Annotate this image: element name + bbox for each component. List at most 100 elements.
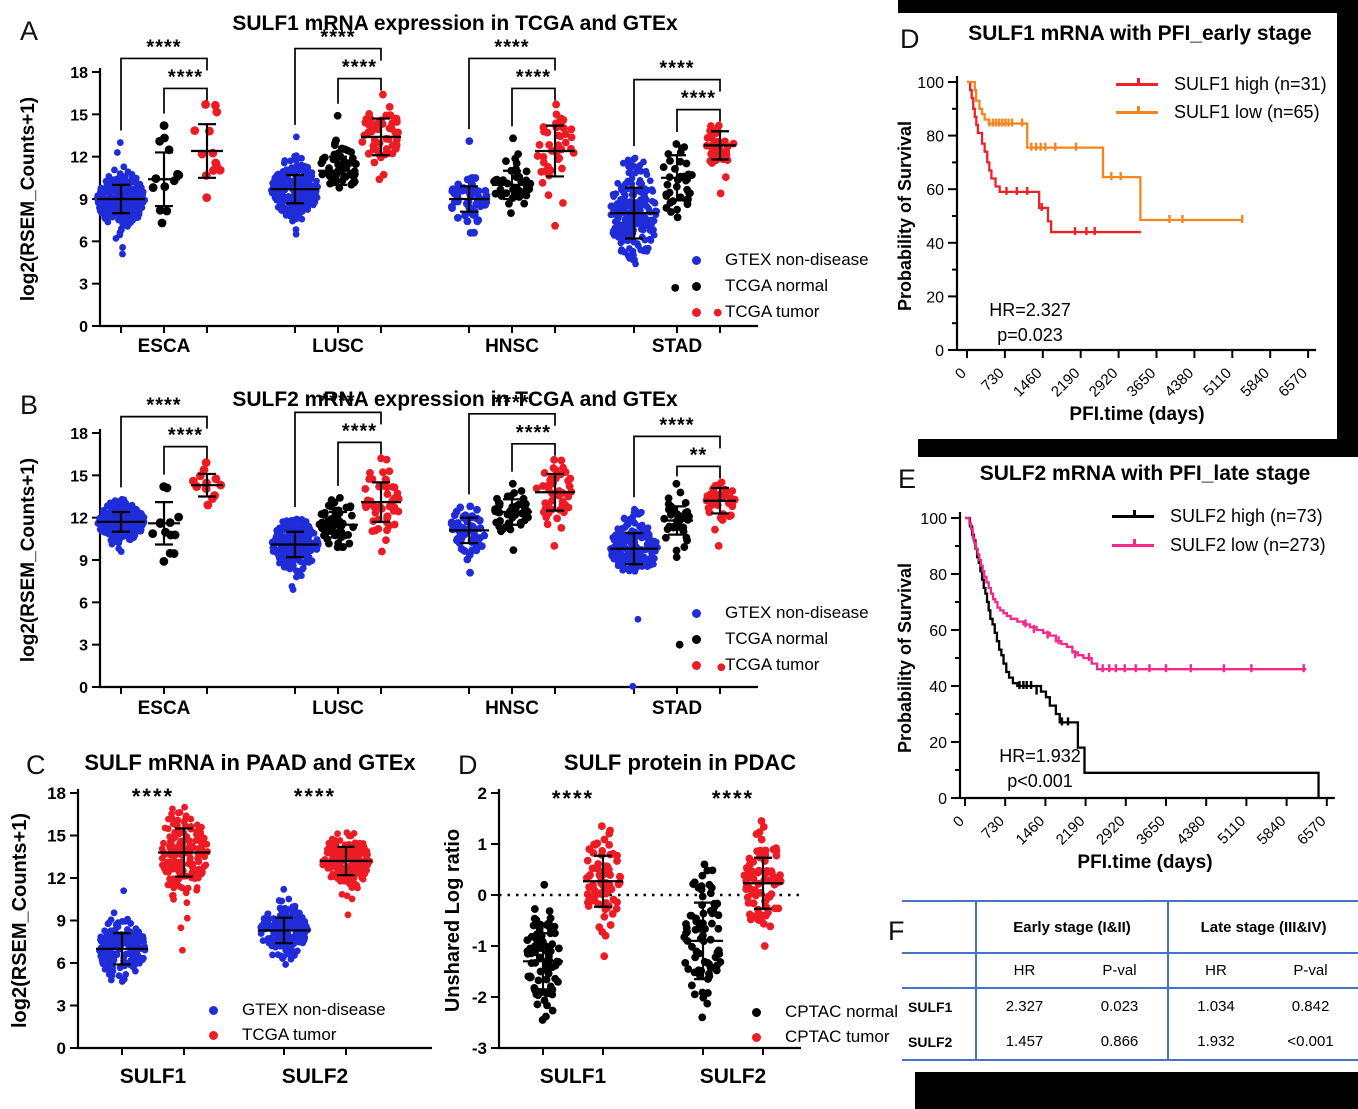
- censor-tick-icon: [1137, 78, 1140, 86]
- error-bars: [320, 845, 372, 877]
- legend-item-label: CPTAC tumor: [785, 1027, 890, 1046]
- table-col-group-header: Early stage (I&II): [974, 901, 1169, 954]
- legend-item: SULF1 high (n=31): [1116, 74, 1327, 95]
- table-cell: 0.842: [1291, 998, 1330, 1015]
- error-bars: [535, 124, 575, 178]
- legend-item: CPTAC normal: [748, 1002, 898, 1022]
- points-HNSC-0: [447, 137, 491, 237]
- legend-dot-icon: [752, 1007, 761, 1017]
- legend-dot-icon: [752, 1032, 761, 1042]
- error-bars: [96, 932, 148, 966]
- panel-d-km-title: SULF1 mRNA with PFI_early stage: [968, 22, 1312, 45]
- panel-e-stats: HR=1.932 p<0.001: [960, 744, 1120, 794]
- legend-item-label: TCGA tumor: [725, 655, 820, 674]
- category-label: ESCA: [138, 698, 191, 719]
- legend-dot-icon: [209, 1030, 218, 1040]
- y-axis-label: log2(RSEM_Counts+1): [18, 458, 39, 662]
- significance-bracket: [294, 411, 382, 508]
- significance-stars: ****: [320, 27, 355, 49]
- svg-text:0: 0: [952, 365, 970, 383]
- error-bars: [148, 501, 180, 546]
- table-sub-header: P-val: [1072, 953, 1169, 989]
- table-row-label: SULF1: [908, 998, 953, 1015]
- legend-item-label: SULF1 low (n=65): [1174, 102, 1320, 122]
- svg-text:12: 12: [47, 869, 66, 888]
- svg-text:5840: 5840: [1254, 813, 1290, 849]
- error-bars: [148, 151, 180, 208]
- frame-bar-top: [898, 0, 1358, 13]
- legend-dot-icon: [692, 634, 701, 644]
- error-bars: [318, 510, 358, 539]
- legend-item: TCGA normal: [688, 276, 869, 296]
- points-HNSC-0: [447, 502, 489, 577]
- svg-text:2190: 2190: [1048, 365, 1084, 401]
- svg-text:9: 9: [79, 192, 88, 209]
- legend-item: CPTAC tumor: [748, 1027, 898, 1047]
- significance-bracket: [120, 57, 208, 131]
- panel-label-d-km: D: [900, 24, 920, 54]
- svg-text:15: 15: [70, 468, 88, 485]
- legend-item: SULF2 low (n=273): [1112, 535, 1326, 556]
- error-bars: [361, 117, 401, 157]
- table-cell: 1.932: [1167, 1024, 1264, 1061]
- significance-stars: ****: [294, 784, 336, 809]
- legend-item-label: TCGA normal: [725, 629, 828, 648]
- censor-ticks: [1024, 619, 1305, 673]
- svg-text:2920: 2920: [1086, 365, 1122, 401]
- legend-item-label: SULF2 low (n=273): [1170, 535, 1326, 555]
- error-bars: [258, 916, 310, 945]
- legend-dot-icon: [692, 255, 701, 265]
- svg-text:6: 6: [57, 954, 66, 973]
- table-sub-header: HR: [975, 953, 1072, 989]
- frame-bar-right: [1337, 0, 1358, 457]
- y-axis-label: Probability of Survival: [895, 563, 915, 753]
- axes: 0 3 6 9 12 15 18: [70, 65, 758, 336]
- category-label: SULF1: [540, 1065, 607, 1088]
- axes: 0 20 40 60 80 100 0 730 1460 2190 2920 3650 4380 5110…: [920, 511, 1335, 848]
- svg-text:100: 100: [920, 511, 947, 528]
- legend-item-label: GTEX non-disease: [725, 250, 869, 269]
- legend-dot-icon: [692, 608, 701, 618]
- svg-text:0: 0: [79, 680, 88, 697]
- svg-text:1460: 1460: [1010, 365, 1046, 401]
- legend-item: SULF1 low (n=65): [1116, 102, 1327, 123]
- svg-text:12: 12: [70, 511, 88, 528]
- table-cell: 0.866: [1072, 1024, 1169, 1061]
- error-bars: [661, 154, 693, 202]
- panel-d-km-legend: SULF1 high (n=31) SULF1 low (n=65): [1116, 74, 1327, 123]
- km-line-swatch-icon: [1112, 539, 1154, 547]
- table-cell: 1.457: [975, 1024, 1072, 1061]
- error-bars: [449, 185, 489, 213]
- error-bars: [743, 856, 783, 910]
- hr-pvalue-text: p<0.001: [1007, 771, 1073, 791]
- error-bars: [191, 472, 223, 498]
- points-STAD-0: [607, 505, 661, 690]
- stage-hr-table: Early stage (I&II) Late stage (III&IV) HR P…: [902, 900, 1358, 1061]
- svg-text:18: 18: [47, 784, 66, 803]
- significance-stars: ****: [494, 392, 529, 414]
- legend-item: GTEX non-disease: [688, 603, 869, 623]
- panel-label-e: E: [898, 464, 917, 494]
- category-label: STAD: [652, 698, 702, 719]
- legend-item-label: TCGA tumor: [725, 302, 820, 321]
- significance-stars: ****: [146, 36, 181, 58]
- panel-c-title: SULF mRNA in PAAD and GTEx: [84, 750, 416, 775]
- error-bars: [523, 932, 563, 991]
- significance-stars: ****: [132, 784, 174, 809]
- svg-text:730: 730: [978, 813, 1008, 843]
- panel-d-protein-plot: -3 -2 -1 0 1 2 Unshared Log ratio SULF1 **** SULF…: [442, 784, 805, 1088]
- panel-e-plot: 0 20 40 60 80 100 0 730 1460 2190 2920 3650 4380 5110…: [895, 511, 1335, 873]
- significance-stars: ****: [659, 58, 694, 80]
- significance-stars: ****: [146, 395, 181, 417]
- points-ESCA-1: [148, 121, 184, 228]
- censor-ticks: [1005, 186, 1096, 236]
- significance-stars: ****: [516, 66, 551, 88]
- svg-text:0: 0: [79, 319, 88, 336]
- svg-text:18: 18: [70, 65, 88, 82]
- legend-item-label: GTEX non-disease: [725, 603, 869, 622]
- points-SULF1-1: [582, 822, 625, 961]
- svg-text:6: 6: [79, 234, 88, 251]
- svg-text:15: 15: [70, 107, 88, 124]
- legend-dot-icon: [692, 660, 701, 670]
- significance-stars: ****: [342, 420, 377, 442]
